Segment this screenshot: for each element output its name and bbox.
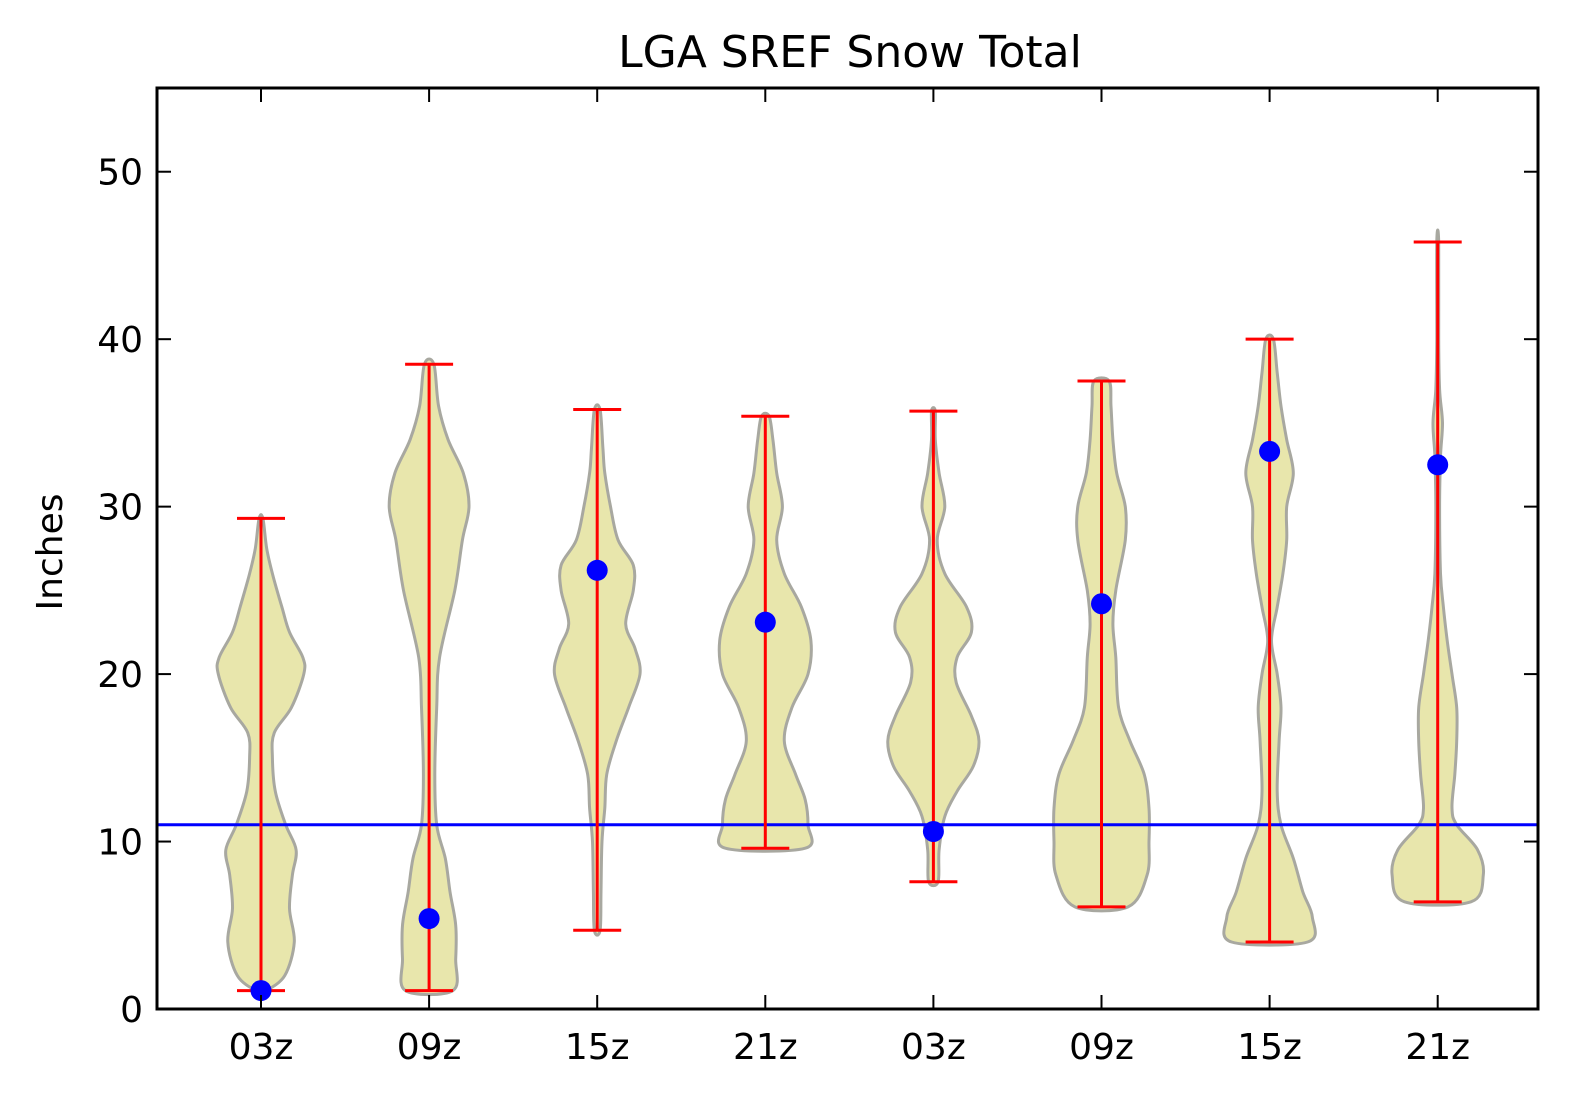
y-tick-label: 50 bbox=[97, 153, 143, 194]
mean-point bbox=[1259, 440, 1281, 462]
mean-point bbox=[586, 559, 608, 581]
x-tick-label: 09z bbox=[397, 1027, 462, 1068]
mean-point bbox=[418, 908, 440, 930]
mean-point bbox=[1091, 593, 1112, 615]
x-tick-label: 15z bbox=[1237, 1027, 1302, 1068]
x-tick-label: 15z bbox=[565, 1027, 630, 1068]
x-tick-label: 09z bbox=[1069, 1027, 1134, 1068]
plot-area: 0 10 20 30 40 50 03z 09z 15z 21z 03z 09z 15z 21z bbox=[97, 86, 1540, 1068]
y-axis-label: Inches bbox=[30, 494, 71, 611]
mean-point bbox=[250, 980, 272, 1002]
x-tick-label: 03z bbox=[229, 1027, 294, 1068]
chart-title: LGA SREF Snow Total bbox=[618, 27, 1082, 78]
mean-point bbox=[922, 820, 944, 842]
mean-point bbox=[1427, 454, 1449, 476]
mean-point bbox=[754, 611, 776, 633]
y-tick-label: 20 bbox=[97, 655, 143, 696]
y-tick-label: 10 bbox=[97, 823, 143, 864]
plot-frame bbox=[155, 86, 1540, 1011]
x-tick-label: 21z bbox=[733, 1027, 798, 1068]
y-tick-label: 0 bbox=[120, 990, 143, 1031]
x-tick-label: 03z bbox=[901, 1027, 966, 1068]
x-tick-label: 21z bbox=[1405, 1027, 1470, 1068]
y-tick-label: 40 bbox=[97, 320, 143, 361]
y-tick-label: 30 bbox=[97, 488, 143, 529]
